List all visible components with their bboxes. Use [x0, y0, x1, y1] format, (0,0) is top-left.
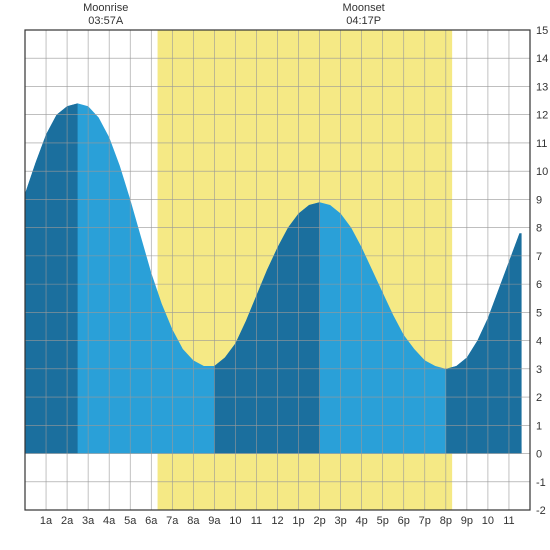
svg-text:11: 11	[503, 515, 514, 527]
svg-text:0: 0	[536, 449, 542, 461]
svg-text:2p: 2p	[313, 515, 325, 527]
moonset-label: Moonset	[343, 2, 385, 14]
svg-text:11: 11	[536, 138, 547, 150]
svg-text:3p: 3p	[335, 515, 347, 527]
svg-text:7p: 7p	[419, 515, 431, 527]
svg-text:8a: 8a	[187, 515, 200, 527]
tide-chart: Moonrise 03:57A Moonset 04:17P -2-101234…	[0, 0, 550, 550]
svg-text:10: 10	[229, 515, 241, 527]
svg-text:5p: 5p	[377, 515, 389, 527]
moonrise-annotation: Moonrise 03:57A	[83, 2, 128, 28]
svg-text:-1: -1	[536, 477, 546, 489]
svg-text:1p: 1p	[292, 515, 304, 527]
svg-text:7a: 7a	[166, 515, 179, 527]
svg-text:9p: 9p	[461, 515, 473, 527]
svg-text:8: 8	[536, 223, 542, 235]
svg-text:4p: 4p	[356, 515, 368, 527]
svg-text:4: 4	[536, 336, 542, 348]
svg-text:2a: 2a	[61, 515, 74, 527]
svg-text:8p: 8p	[440, 515, 452, 527]
svg-text:13: 13	[536, 81, 548, 93]
svg-text:12: 12	[536, 110, 548, 122]
svg-text:6p: 6p	[398, 515, 410, 527]
svg-text:14: 14	[536, 53, 548, 65]
moonset-annotation: Moonset 04:17P	[343, 2, 385, 28]
svg-text:1a: 1a	[40, 515, 53, 527]
svg-text:6a: 6a	[145, 515, 158, 527]
svg-text:11: 11	[251, 515, 262, 527]
svg-text:3a: 3a	[82, 515, 95, 527]
svg-text:7: 7	[536, 251, 542, 263]
svg-text:10: 10	[482, 515, 494, 527]
svg-text:2: 2	[536, 392, 542, 404]
svg-text:4a: 4a	[103, 515, 116, 527]
svg-text:15: 15	[536, 25, 548, 37]
chart-svg: -2-101234567891011121314151a2a3a4a5a6a7a…	[0, 0, 550, 550]
svg-text:1: 1	[536, 420, 542, 432]
svg-text:12: 12	[271, 515, 283, 527]
svg-text:-2: -2	[536, 505, 546, 517]
svg-text:5a: 5a	[124, 515, 137, 527]
moonrise-time: 03:57A	[83, 15, 128, 28]
svg-text:10: 10	[536, 166, 548, 178]
svg-text:3: 3	[536, 364, 542, 376]
svg-text:6: 6	[536, 279, 542, 291]
moonset-time: 04:17P	[343, 15, 385, 28]
svg-text:9a: 9a	[208, 515, 221, 527]
moonrise-label: Moonrise	[83, 2, 128, 14]
svg-text:9: 9	[536, 194, 542, 206]
svg-text:5: 5	[536, 307, 542, 319]
